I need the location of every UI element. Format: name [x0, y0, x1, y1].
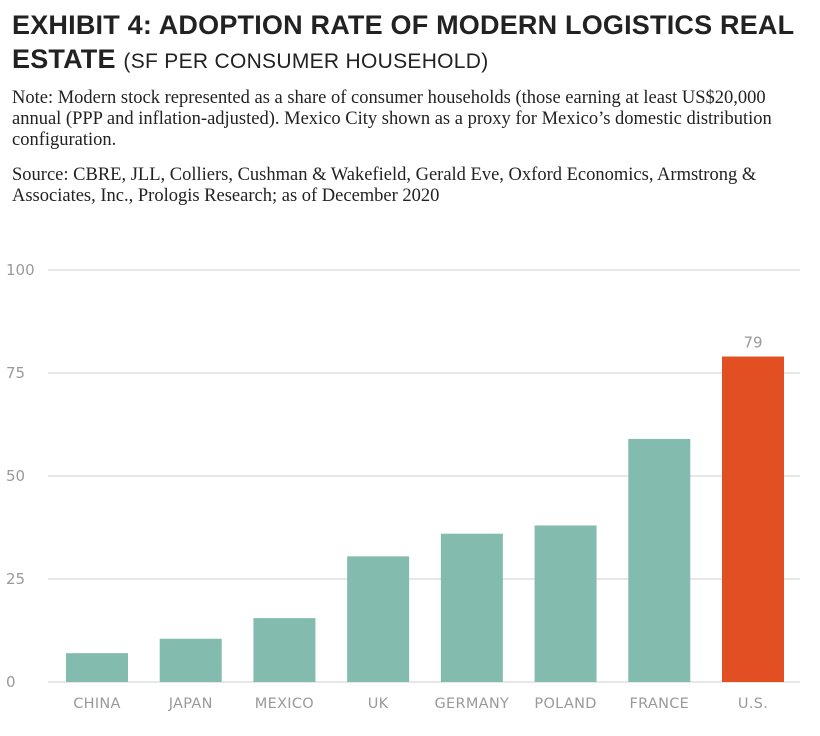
x-tick-label: JAPAN [168, 696, 213, 712]
x-tick-label: CHINA [73, 696, 121, 712]
x-tick-label: UK [368, 696, 389, 712]
x-tick-label: GERMANY [434, 696, 509, 712]
x-tick-label: MEXICO [255, 696, 314, 712]
bar [347, 556, 410, 682]
chart-title: EXHIBIT 4: ADOPTION RATE OF MODERN LOGIS… [12, 8, 812, 79]
x-tick-label: POLAND [534, 696, 596, 712]
chart-note: Note: Modern stock represented as a shar… [12, 88, 772, 150]
y-tick-label: 75 [6, 364, 25, 382]
bar [722, 356, 784, 682]
x-tick-label: FRANCE [629, 696, 689, 712]
bar [66, 653, 128, 682]
y-tick-label: 0 [6, 673, 16, 691]
y-tick-label: 25 [6, 570, 25, 588]
bar [253, 618, 316, 682]
chart-title-main: EXHIBIT 4: ADOPTION RATE OF MODERN LOGIS… [12, 10, 794, 74]
y-tick-label: 100 [6, 261, 35, 279]
chart-title-unit: (SF PER CONSUMER HOUSEHOLD) [123, 50, 489, 73]
bar [440, 533, 503, 682]
bar [534, 525, 597, 682]
bar [628, 438, 691, 682]
data-label: 79 [743, 334, 762, 352]
x-tick-label: U.S. [738, 696, 768, 712]
bar [159, 638, 222, 682]
chart-source: Source: CBRE, JLL, Colliers, Cushman & W… [12, 165, 757, 206]
y-tick-label: 50 [6, 467, 25, 485]
